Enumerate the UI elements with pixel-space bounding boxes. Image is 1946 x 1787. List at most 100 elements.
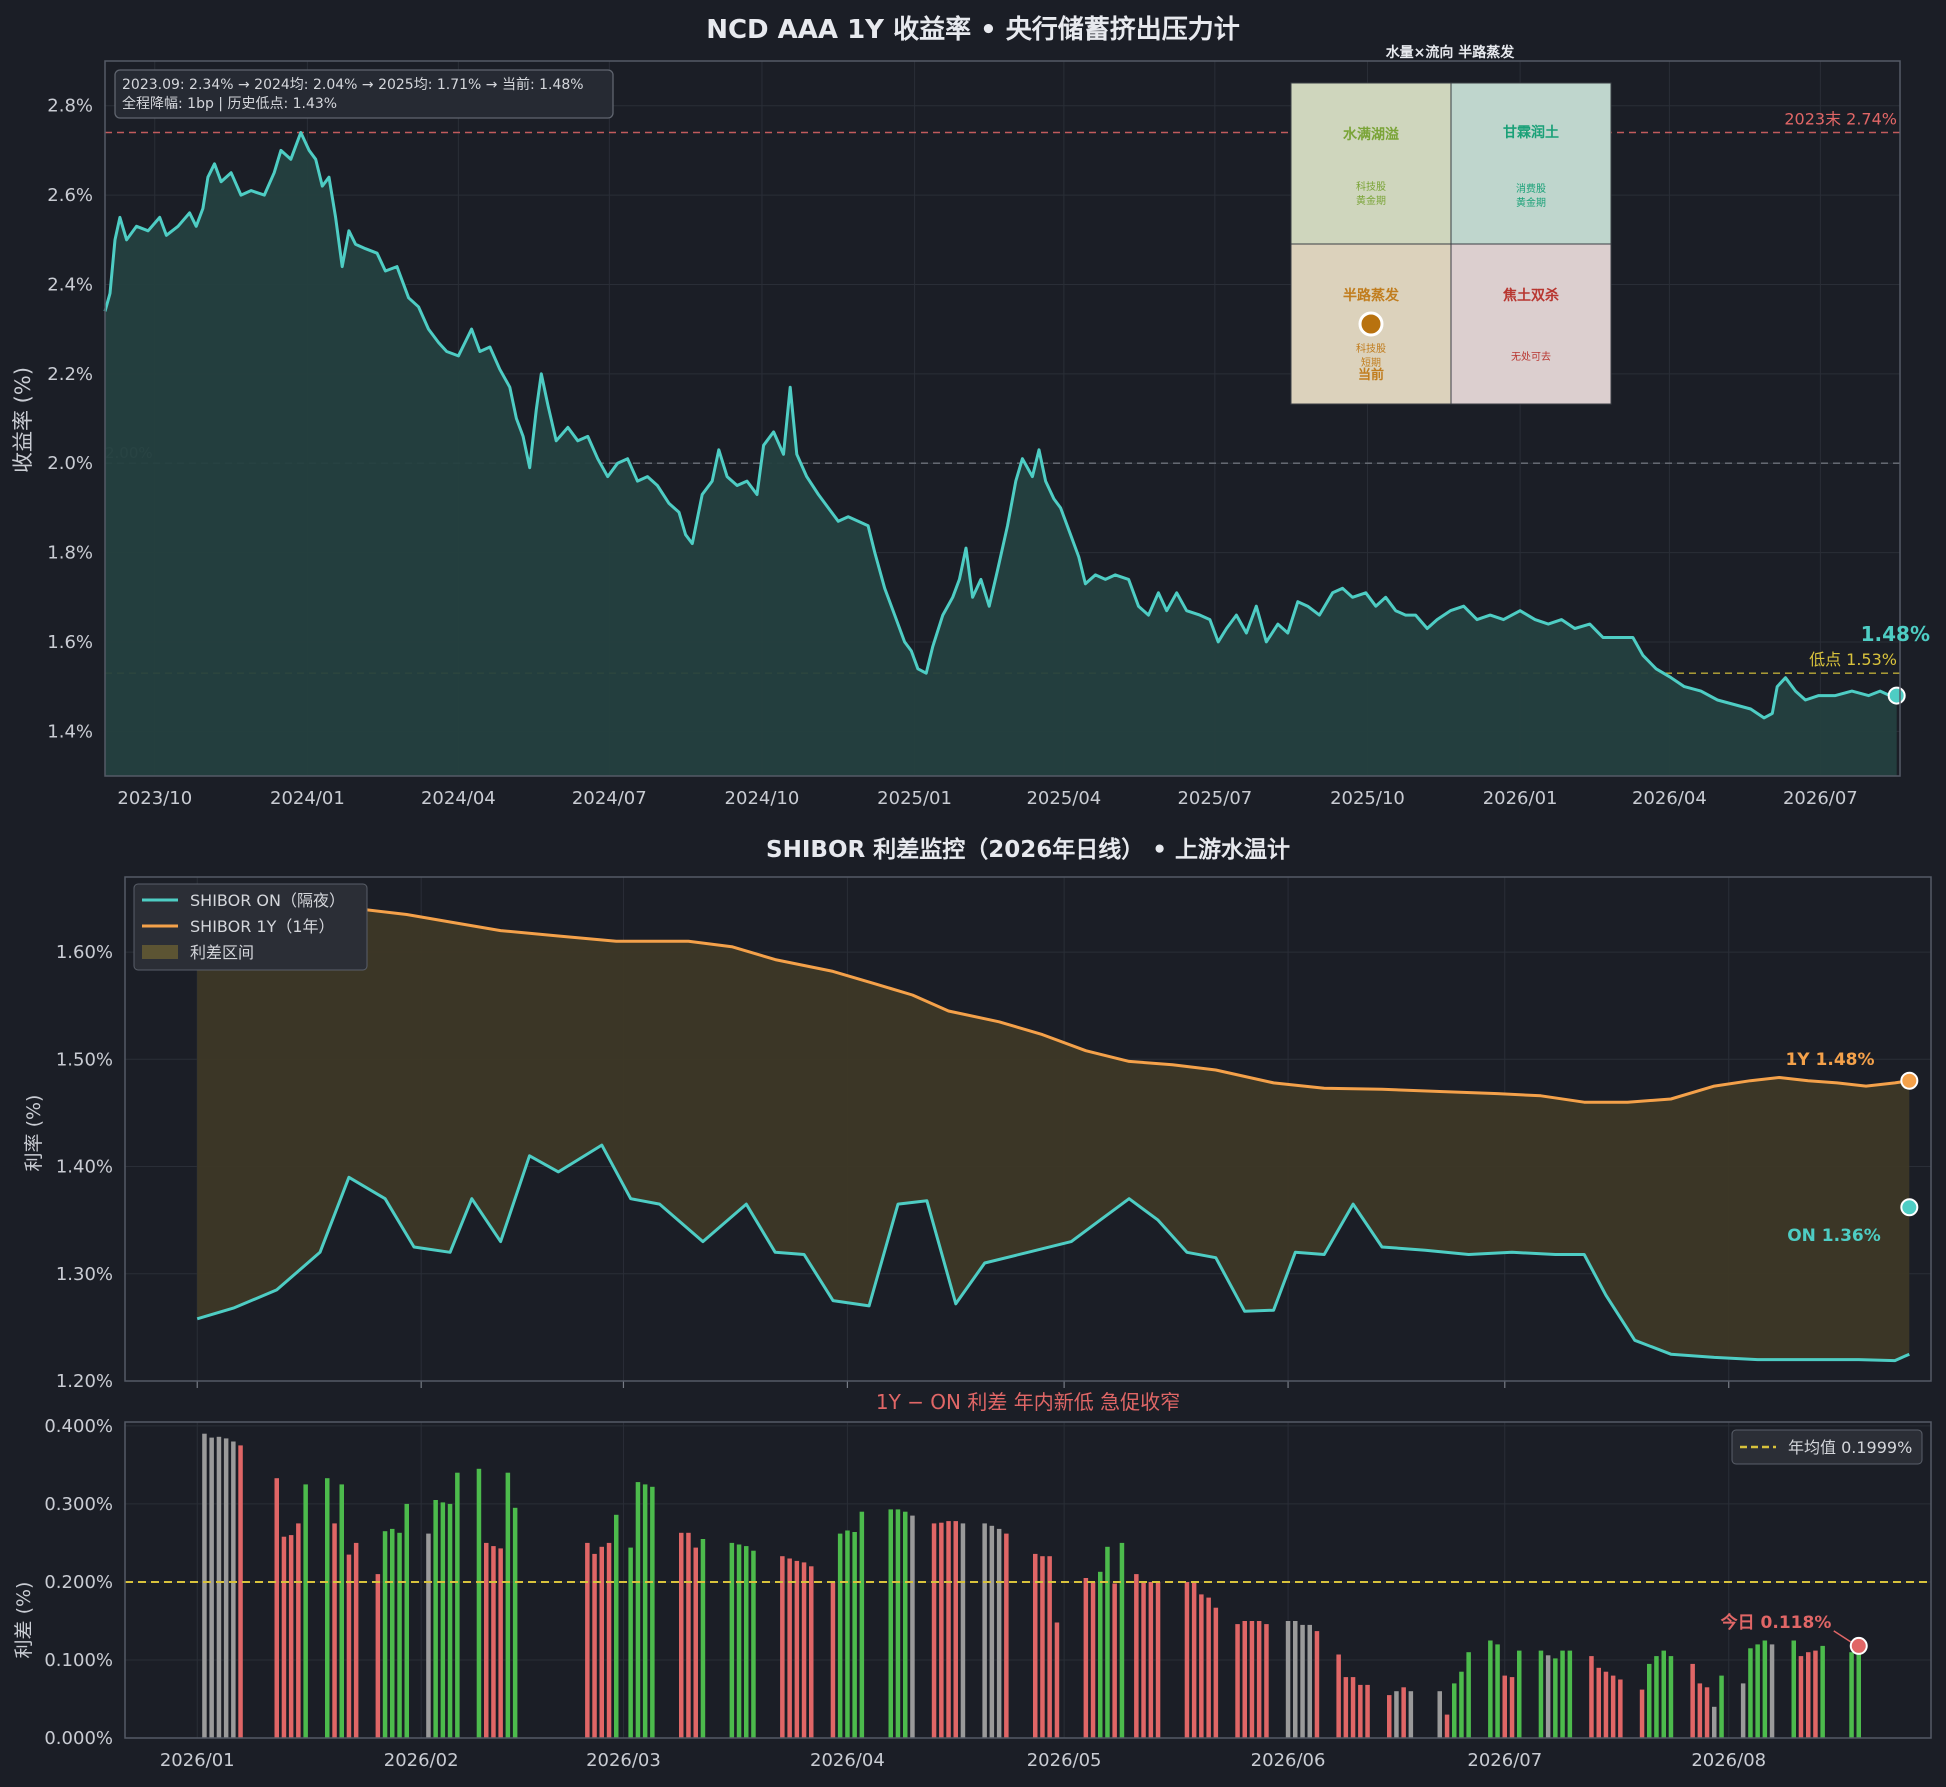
spread-bar [1618,1679,1623,1738]
spread-bar [1567,1650,1573,1738]
spread-bar [1307,1624,1312,1738]
spread-bar [325,1478,330,1738]
spread-bar [1358,1684,1363,1738]
spread-bar [455,1472,460,1738]
y-tick-label: 1.30% [56,1264,113,1285]
shibor-chart: SHIBOR 利差监控（2026年日线） • 上游水温计 利率 (%) 1.20… [23,836,1932,1392]
spread-bar [1459,1671,1464,1738]
spread-bar [1148,1582,1154,1738]
spread-bar [953,1521,958,1738]
ncd-last-point [1887,686,1906,705]
spread-bar [1191,1582,1197,1738]
spread-bar [1033,1553,1038,1738]
x-tick-label: 2023/10 [117,788,192,809]
shibor-legend: SHIBOR ON（隔夜） SHIBOR 1Y（1年） 利差区间 [133,883,368,971]
spread-bar [628,1547,633,1738]
spread-bar [1336,1654,1341,1738]
spread-bar [606,1542,612,1738]
spread-bar [1444,1714,1450,1738]
y-tick-label: 2.0% [47,453,93,474]
spread-bar [1112,1583,1117,1738]
spread-bar [1806,1652,1811,1738]
spread-bar [729,1542,735,1738]
spread-bar [700,1539,706,1738]
spread-bar [274,1478,279,1738]
spread-bar [1813,1650,1818,1738]
legend-label-spread: 利差区间 [190,943,254,962]
spread-bar [512,1507,518,1738]
spread-bar [1437,1691,1442,1738]
spread-bar [209,1437,214,1738]
spread-bar [1553,1658,1558,1738]
spread-bar [1647,1663,1652,1738]
spread-bar [216,1436,222,1738]
spread-bar [1300,1624,1305,1738]
reference-line-label: 2023末 2.74% [1784,110,1897,129]
spread-bar [1199,1594,1204,1738]
spread-bar [903,1511,908,1738]
spread-bar [1256,1621,1262,1738]
spread-bar [1849,1652,1854,1738]
spread-bar [910,1515,915,1738]
ncd-line [103,131,1897,720]
quadrant-current-label: 当前 [1358,367,1384,383]
y-tick-label: 0.300% [44,1494,113,1515]
quadrant-cell-name: 甘霖润土 [1503,124,1559,141]
spread-bar [1545,1655,1551,1738]
spread-bar [939,1522,944,1738]
shibor-on-line [196,1143,1910,1363]
spread-bar [1134,1574,1139,1738]
y-tick-label: 1.60% [56,942,113,963]
spread-bar [426,1533,431,1738]
spread-bar [440,1502,446,1738]
spread-bar [202,1433,207,1738]
y-tick-label: 2.6% [47,185,93,206]
x-tick-label: 2026/01 [160,1750,235,1771]
ncd-chart: NCD AAA 1Y 收益率 • 央行储蓄挤出压力计 收益率 (%) 2023末… [11,14,1930,809]
spread-bar [1596,1667,1601,1738]
x-tick-label: 2026/06 [1251,1750,1326,1771]
quadrant-title: 水量×流向 半路蒸发 [1386,44,1516,61]
shibor-1y-line [197,891,1910,1104]
spread-bar [642,1484,648,1738]
spread-bar [635,1482,641,1738]
spread-bar [339,1484,344,1738]
spread-chart: 1Y − ON 利差 年内新低 急促收窄 利差 (%) 0.000% 0.100%… [13,1390,1932,1771]
spread-bar [1285,1621,1291,1738]
x-tick-label: 2026/07 [1467,1750,1542,1771]
y-tick-label: 2.8% [47,96,93,117]
spread-bar [1401,1687,1406,1738]
spread-bar [1466,1652,1471,1738]
spread-bar [1040,1556,1045,1738]
x-tick-label: 2026/05 [1027,1750,1102,1771]
spread-bar [650,1486,655,1738]
spread-band [197,893,1910,1361]
spread-bar [1090,1582,1096,1738]
spread-bar [794,1560,800,1738]
spread-bar [801,1562,807,1738]
spread-bar [1517,1650,1522,1738]
spread-bar [1719,1675,1724,1738]
spread-bar [296,1523,301,1738]
spread-bar [585,1542,590,1738]
quadrant-cell-bl: 半路蒸发 科技股 短期 当前 [1290,243,1452,405]
spread-bar [1791,1640,1796,1738]
spread-bar [1098,1571,1103,1738]
spread-bar [780,1556,785,1738]
spread-bar [1697,1683,1703,1738]
y-tick-label: 0.200% [44,1572,113,1593]
summary-line-2: 全程降幅: 1bp | 历史低点: 1.43% [122,95,337,112]
spread-bar [390,1528,395,1738]
spread-bar [1264,1624,1269,1738]
spread-bar [1235,1624,1240,1738]
spread-bar [1603,1671,1609,1738]
spread-bar [693,1547,698,1738]
spread-bar [1387,1695,1392,1738]
spread-bar [1047,1556,1052,1738]
shibor-on-end-label: ON 1.36% [1787,1226,1881,1246]
quadrant-current-marker [1358,311,1384,337]
spread-bar [1769,1644,1775,1738]
quadrant-cell-tr: 甘霖润土 消费股 黄金期 [1450,82,1612,245]
shibor-title: SHIBOR 利差监控（2026年日线） • 上游水温计 [766,836,1290,863]
spread-bar [592,1553,597,1738]
